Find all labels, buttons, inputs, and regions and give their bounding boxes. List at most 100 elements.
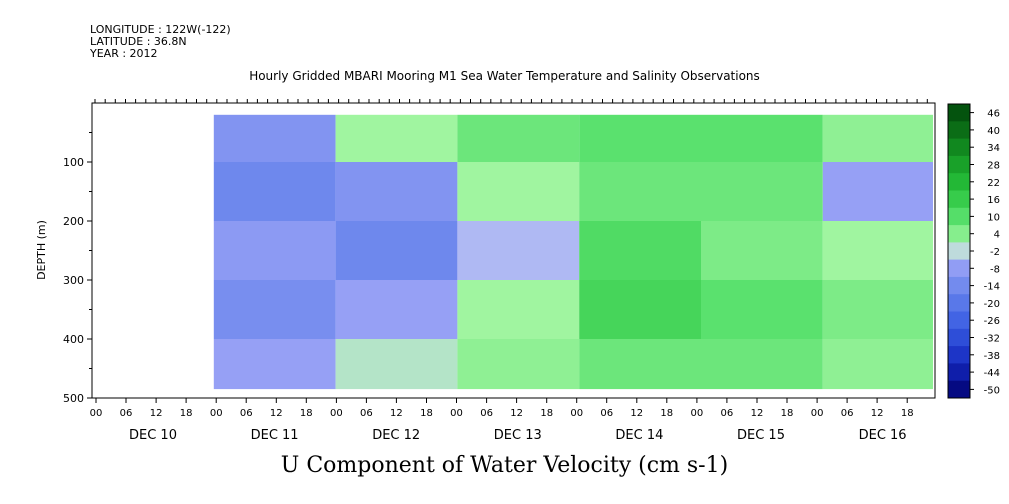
x-hour-label: 18 <box>180 408 193 419</box>
colorbar-swatch <box>948 328 970 347</box>
x-date-label: DEC 13 <box>494 428 542 443</box>
y-tick-label: 400 <box>63 333 84 346</box>
x-hour-label: 06 <box>120 408 133 419</box>
colorbar-label: 10 <box>987 212 1000 223</box>
colorbar-swatch <box>948 363 970 382</box>
colorbar-swatch <box>948 190 970 209</box>
colorbar-swatch <box>948 276 970 295</box>
heatmap-cells <box>213 114 933 390</box>
colorbar-label: 22 <box>987 178 1000 189</box>
heatmap-cell <box>213 162 336 221</box>
heatmap-cell <box>822 339 933 390</box>
x-hour-label: 12 <box>871 408 884 419</box>
colorbar-label: 40 <box>987 126 1000 137</box>
heatmap-cell <box>335 280 458 339</box>
colorbar: 46 40 34 28 22 16 10 4 -2 -8 -14 -20 -26 -32 -38 -44 -50 <box>947 103 1000 399</box>
x-hour-label: 12 <box>630 408 643 419</box>
x-hour-label: 12 <box>510 408 523 419</box>
heatmap-cell <box>822 114 933 162</box>
x-hour-label: 00 <box>691 408 704 419</box>
heatmap-cell <box>213 114 336 162</box>
heatmap-cell <box>822 221 933 280</box>
heatmap-cell <box>579 114 701 162</box>
x-date-label: DEC 10 <box>129 428 177 443</box>
x-hour-label: 06 <box>721 408 734 419</box>
x-date-label: DEC 14 <box>615 428 663 443</box>
heatmap-cell <box>701 280 823 339</box>
colorbar-label: -2 <box>990 247 1000 258</box>
colorbar-label: 4 <box>994 230 1000 241</box>
heatmap-cell <box>457 280 580 339</box>
heatmap-cell <box>213 280 336 339</box>
colorbar-swatch <box>948 121 970 140</box>
heatmap-cell <box>457 162 580 221</box>
colorbar-swatch <box>948 155 970 174</box>
x-hour-label: 06 <box>480 408 493 419</box>
x-hour-label: 06 <box>841 408 854 419</box>
x-hour-label: 00 <box>210 408 223 419</box>
x-hour-label: 18 <box>781 408 794 419</box>
colorbar-swatch <box>948 380 970 399</box>
heatmap-cell <box>701 221 823 280</box>
x-hour-label: 12 <box>390 408 403 419</box>
colorbar-swatch <box>948 242 970 261</box>
colorbar-swatch <box>948 225 970 243</box>
x-date-label: DEC 16 <box>859 428 907 443</box>
colorbar-label: 28 <box>987 161 1000 172</box>
colorbar-label: -14 <box>984 282 1000 293</box>
colorbar-label: -20 <box>984 299 1000 310</box>
heatmap-cell <box>579 221 701 280</box>
heatmap-cell <box>335 339 458 390</box>
colorbar-label: -26 <box>984 316 1000 327</box>
heatmap-cell <box>457 221 580 280</box>
y-tick-label: 100 <box>63 156 84 169</box>
x-hour-label: 18 <box>660 408 673 419</box>
y-tick-label: 500 <box>63 392 84 405</box>
colorbar-label: 46 <box>987 109 1000 120</box>
y-axis-title: DEPTH (m) <box>35 220 48 280</box>
colorbar-swatch <box>948 207 970 226</box>
x-hour-label: 00 <box>570 408 583 419</box>
x-hour-label: 06 <box>600 408 613 419</box>
x-hour-label: 18 <box>420 408 433 419</box>
x-date-label: DEC 11 <box>251 428 299 443</box>
y-tick-label: 300 <box>63 274 84 287</box>
latitude-label: LATITUDE : 36.8N <box>90 35 187 48</box>
x-hour-label: 00 <box>450 408 463 419</box>
y-axis: DEPTH (m) 100 200 300 400 500 <box>35 132 92 405</box>
longitude-label: LONGITUDE : 122W(-122) <box>90 23 231 36</box>
colorbar-swatch <box>948 259 970 278</box>
heatmap-cell <box>335 221 458 280</box>
plot-title: Hourly Gridded MBARI Mooring M1 Sea Wate… <box>249 69 760 83</box>
colorbar-label: -44 <box>984 368 1000 379</box>
heatmap-cell <box>457 114 580 162</box>
colorbar-label: 16 <box>987 195 1000 206</box>
year-label: YEAR : 2012 <box>90 47 158 60</box>
colorbar-label: -32 <box>984 334 1000 345</box>
x-date-label: DEC 15 <box>737 428 785 443</box>
colorbar-swatch <box>948 104 970 122</box>
heatmap-cell <box>335 162 458 221</box>
colorbar-label: -8 <box>990 264 1000 275</box>
colorbar-swatch <box>948 294 970 312</box>
x-hour-label: 12 <box>150 408 163 419</box>
x-axis: 00 06 12 18 00 06 12 18 00 06 12 18 00 06 12 18 00 06 12 18… <box>90 99 928 443</box>
heatmap-cell <box>701 162 823 221</box>
x-hour-label: 06 <box>360 408 373 419</box>
main-title: U Component of Water Velocity (cm s-1) <box>280 453 729 478</box>
x-hour-label: 06 <box>240 408 253 419</box>
x-date-label: DEC 12 <box>372 428 420 443</box>
colorbar-label: -38 <box>984 351 1000 362</box>
heatmap-cell <box>213 339 336 390</box>
heatmap-cell <box>822 162 933 221</box>
y-tick-label: 200 <box>63 215 84 228</box>
x-hour-label: 00 <box>811 408 824 419</box>
colorbar-swatch <box>948 138 970 157</box>
heatmap-cell <box>701 339 823 390</box>
x-hour-label: 12 <box>751 408 764 419</box>
colorbar-label: 34 <box>987 143 1000 154</box>
colorbar-label: -50 <box>984 385 1000 396</box>
heatmap-cell <box>701 114 823 162</box>
colorbar-swatch <box>948 346 970 364</box>
